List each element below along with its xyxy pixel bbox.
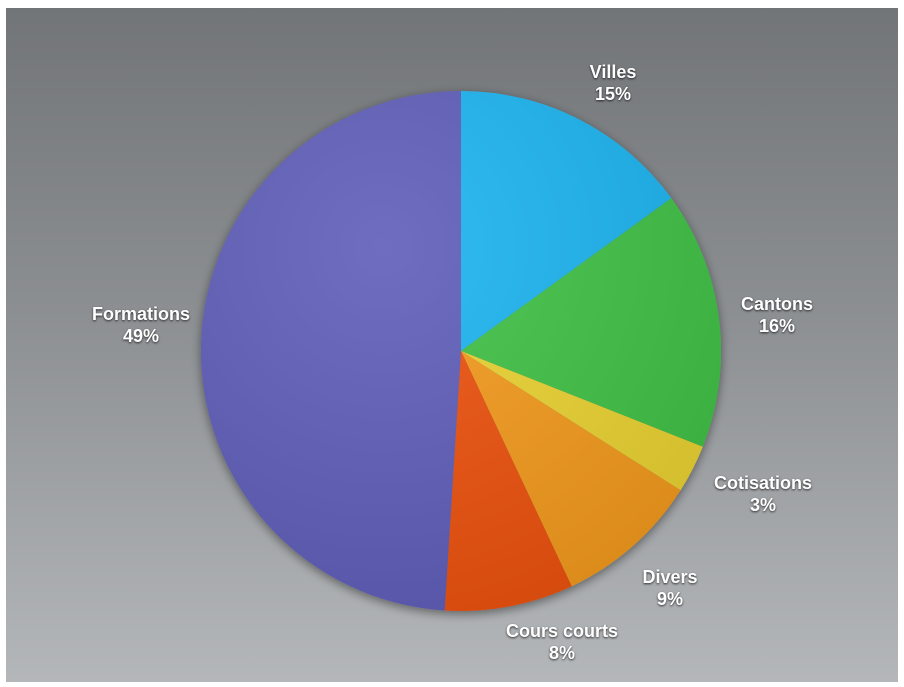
slice-label-cantons: Cantons 16% (741, 293, 813, 337)
slice-label-name: Cours courts (505, 621, 619, 641)
chart-canvas: Villes 15% Cantons 16% Cotisations 3% Di… (6, 8, 898, 682)
slice-label-percent: 15% (594, 84, 632, 104)
slice-label-name: Divers (642, 567, 698, 587)
slice-label-name: Cantons (741, 294, 813, 314)
slice-label-cotisations: Cotisations 3% (714, 472, 812, 516)
slice-label-formations: Formations 49% (92, 303, 190, 347)
slice-label-cours-courts: Cours courts 8% (506, 620, 618, 664)
slice-label-percent: 16% (758, 316, 796, 336)
slice-label-name: Formations (91, 304, 191, 324)
pie-slice-formations (200, 91, 461, 611)
slice-label-percent: 49% (122, 326, 160, 346)
slice-label-name: Cotisations (713, 473, 813, 493)
slice-label-name: Villes (589, 62, 637, 82)
slice-label-percent: 9% (656, 589, 684, 609)
slice-label-villes: Villes 15% (590, 61, 637, 105)
slice-label-percent: 8% (548, 643, 575, 663)
slice-label-divers: Divers 9% (642, 566, 697, 610)
slice-label-percent: 3% (749, 495, 777, 515)
